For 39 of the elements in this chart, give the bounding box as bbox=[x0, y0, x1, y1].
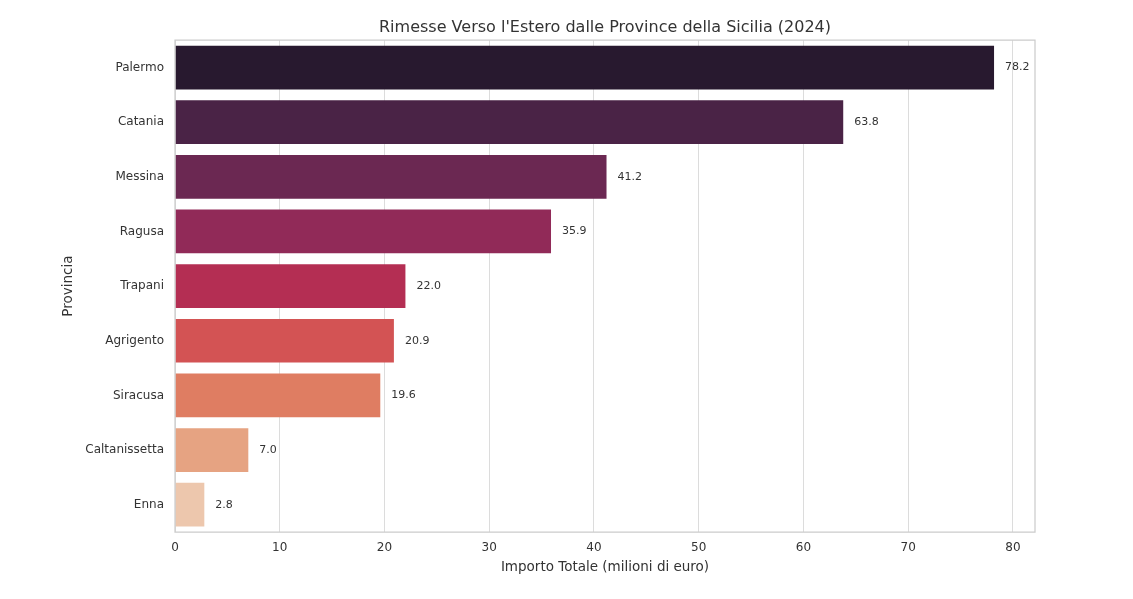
y-tick-label: Trapani bbox=[119, 278, 164, 293]
bar bbox=[175, 209, 552, 254]
data-label: 41.2 bbox=[617, 169, 643, 183]
y-tick-label: Agrigento bbox=[105, 332, 164, 347]
y-tick-label: Messina bbox=[115, 168, 164, 183]
data-label: 35.9 bbox=[562, 224, 587, 238]
x-tick-label: 60 bbox=[795, 540, 812, 555]
x-tick-label: 40 bbox=[586, 540, 602, 555]
y-tick-label: Siracusa bbox=[112, 387, 164, 402]
x-tick-label: 70 bbox=[900, 540, 916, 555]
data-label: 22.0 bbox=[416, 278, 441, 292]
chart-title: Rimesse Verso l'Estero dalle Province della Sicilia (2024) bbox=[379, 16, 831, 36]
x-tick-label: 30 bbox=[481, 540, 497, 555]
y-tick-label: Enna bbox=[133, 496, 164, 511]
data-label: 20.9 bbox=[404, 333, 430, 347]
bar bbox=[175, 264, 406, 308]
data-label: 2.8 bbox=[215, 497, 233, 511]
y-tick-label: Catania bbox=[117, 114, 164, 129]
data-label: 7.0 bbox=[259, 442, 277, 456]
bar bbox=[175, 318, 394, 363]
bar bbox=[175, 373, 381, 418]
data-label: 63.8 bbox=[854, 115, 879, 129]
data-label: 19.6 bbox=[391, 388, 416, 402]
x-tick-label: 20 bbox=[376, 540, 393, 555]
y-axis-title: Provincia bbox=[58, 255, 75, 317]
y-tick-label: Ragusa bbox=[119, 223, 164, 238]
y-tick-label: Caltanissetta bbox=[85, 442, 164, 457]
bar bbox=[175, 154, 607, 199]
bar bbox=[175, 482, 205, 527]
data-label: 78.2 bbox=[1005, 60, 1030, 74]
x-tick-label: 10 bbox=[272, 540, 288, 555]
bar bbox=[175, 428, 249, 472]
bar bbox=[175, 45, 995, 90]
x-axis-title: Importo Totale (milioni di euro) bbox=[500, 558, 710, 575]
x-tick-label: 80 bbox=[1005, 540, 1021, 555]
x-tick-label: 50 bbox=[691, 540, 707, 555]
bar bbox=[175, 100, 844, 145]
y-tick-label: Palermo bbox=[115, 59, 164, 74]
x-tick-label: 0 bbox=[171, 540, 179, 555]
